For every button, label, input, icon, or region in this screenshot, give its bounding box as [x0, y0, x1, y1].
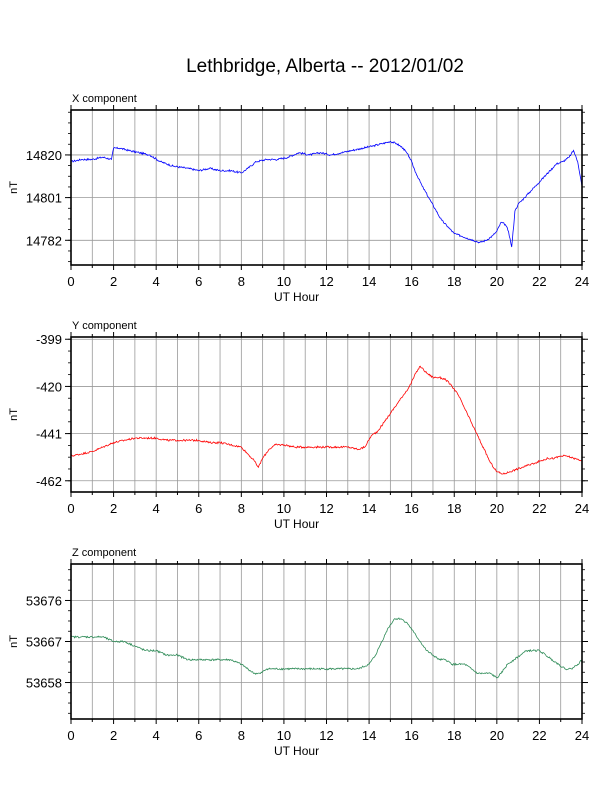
x-tick-label: 6: [195, 274, 202, 289]
x-tick-label: 24: [575, 728, 589, 743]
x-tick-label: 2: [110, 274, 117, 289]
x-tick-label: 14: [362, 274, 376, 289]
x-tick-label: 24: [575, 274, 589, 289]
x-tick-label: 2: [110, 728, 117, 743]
x-tick-label: 16: [404, 501, 418, 516]
x-tick-label: 14: [362, 501, 376, 516]
x-axis-label: UT Hour: [274, 517, 319, 531]
x-tick-label: 20: [490, 501, 504, 516]
x-tick-label: 0: [67, 274, 74, 289]
x-tick-label: 10: [277, 274, 291, 289]
x-tick-label: 10: [277, 728, 291, 743]
chart-title: Lethbridge, Alberta -- 2012/01/02: [186, 56, 464, 77]
x-tick-label: 24: [575, 501, 589, 516]
x-tick-label: 14: [362, 728, 376, 743]
component-label: Y component: [72, 320, 137, 332]
x-tick-label: 22: [532, 728, 546, 743]
y-axis-label: nT: [8, 408, 20, 421]
component-label: X component: [72, 93, 137, 105]
y-tick-label: -441: [36, 427, 62, 442]
x-tick-label: 22: [532, 501, 546, 516]
x-tick-label: 18: [447, 274, 461, 289]
x-tick-label: 12: [319, 501, 333, 516]
x-tick-label: 4: [153, 501, 160, 516]
x-tick-label: 18: [447, 501, 461, 516]
x-tick-label: 12: [319, 728, 333, 743]
data-series-line: [70, 140, 583, 248]
x-tick-label: 18: [447, 728, 461, 743]
x-tick-label: 0: [67, 728, 74, 743]
data-series-line: [70, 617, 583, 679]
x-tick-label: 16: [404, 728, 418, 743]
y-axis-label: nT: [8, 635, 20, 648]
x-tick-label: 16: [404, 274, 418, 289]
x-tick-label: 0: [67, 501, 74, 516]
x-tick-label: 8: [238, 501, 245, 516]
y-tick-label: 14820: [26, 148, 62, 163]
x-tick-label: 20: [490, 274, 504, 289]
x-tick-label: 8: [238, 728, 245, 743]
y-tick-label: 14782: [26, 233, 62, 248]
x-tick-label: 22: [532, 274, 546, 289]
y-axis-label: nT: [8, 181, 20, 194]
y-tick-label: -399: [36, 332, 62, 347]
x-tick-label: 8: [238, 274, 245, 289]
x-tick-label: 20: [490, 728, 504, 743]
y-tick-label: 53658: [26, 676, 62, 691]
y-tick-label: 53676: [26, 593, 62, 608]
y-tick-label: 14801: [26, 191, 62, 206]
x-axis-label: UT Hour: [274, 290, 319, 304]
x-tick-label: 4: [153, 274, 160, 289]
x-tick-label: 6: [195, 501, 202, 516]
data-series-line: [70, 365, 583, 475]
x-tick-label: 10: [277, 501, 291, 516]
y-tick-label: -462: [36, 474, 62, 489]
x-tick-label: 12: [319, 274, 333, 289]
x-tick-label: 2: [110, 501, 117, 516]
x-tick-label: 4: [153, 728, 160, 743]
x-axis-label: UT Hour: [274, 744, 319, 758]
component-label: Z component: [72, 547, 136, 559]
y-tick-label: -420: [36, 379, 62, 394]
x-tick-label: 6: [195, 728, 202, 743]
y-tick-label: 53667: [26, 635, 62, 650]
